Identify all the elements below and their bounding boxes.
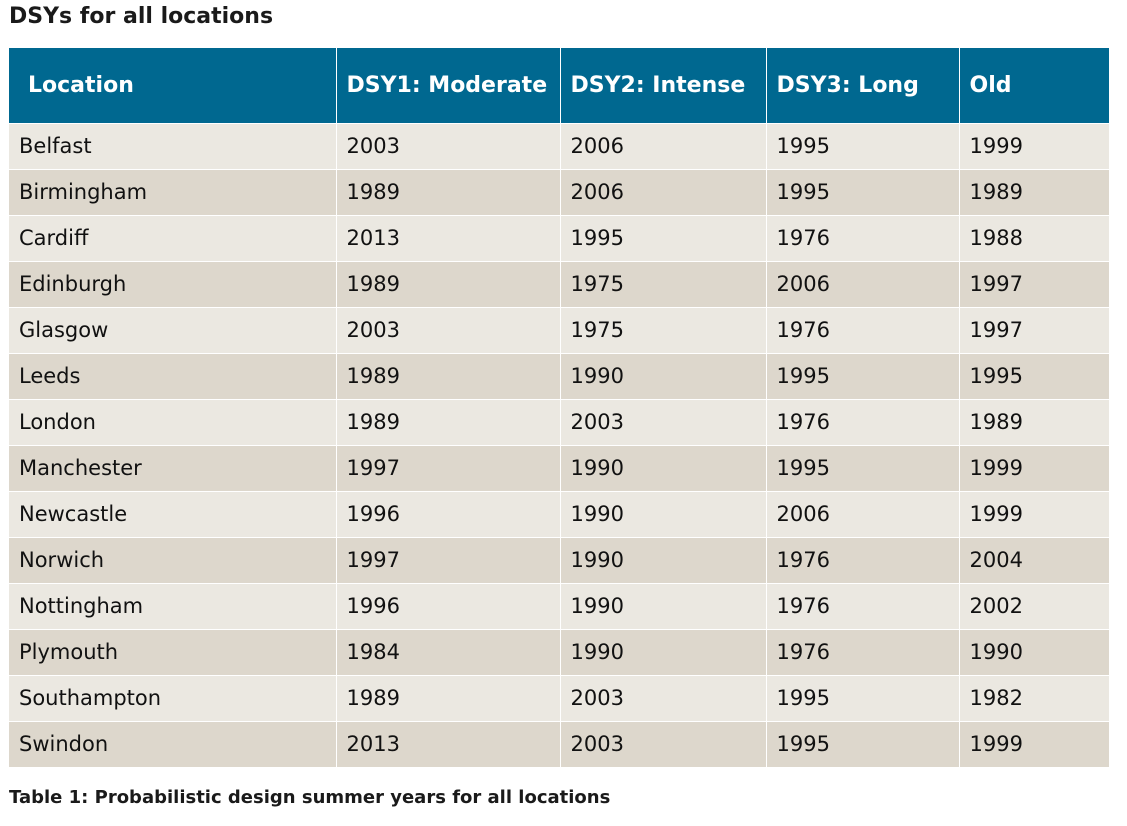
cell-location: Leeds <box>9 352 337 399</box>
table-row: Nottingham 1996 1990 1976 2002 <box>9 582 1109 629</box>
column-header-dsy2: DSY2: Intense <box>560 48 767 123</box>
cell-dsy1: 1997 <box>336 444 561 491</box>
cell-dsy1: 1997 <box>336 536 561 583</box>
table-row: Birmingham 1989 2006 1995 1989 <box>9 168 1109 215</box>
cell-dsy1: 1989 <box>336 674 561 721</box>
cell-location: Belfast <box>9 122 337 169</box>
cell-dsy3: 1976 <box>766 536 960 583</box>
table-row: Southampton 1989 2003 1995 1982 <box>9 674 1109 721</box>
cell-dsy2: 1990 <box>560 628 767 675</box>
table-header: Location DSY1: Moderate DSY2: Intense DS… <box>9 48 1109 123</box>
cell-location: Plymouth <box>9 628 337 675</box>
cell-old: 1999 <box>959 490 1109 537</box>
cell-dsy3: 1995 <box>766 122 960 169</box>
cell-location: Cardiff <box>9 214 337 261</box>
cell-location: Manchester <box>9 444 337 491</box>
cell-dsy1: 1989 <box>336 398 561 445</box>
cell-location: Nottingham <box>9 582 337 629</box>
table-row: Plymouth 1984 1990 1976 1990 <box>9 628 1109 675</box>
cell-old: 2002 <box>959 582 1109 629</box>
cell-dsy2: 1990 <box>560 582 767 629</box>
cell-dsy2: 1990 <box>560 490 767 537</box>
column-header-dsy3: DSY3: Long <box>766 48 960 123</box>
cell-old: 1989 <box>959 398 1109 445</box>
cell-dsy3: 1976 <box>766 306 960 353</box>
table-row: London 1989 2003 1976 1989 <box>9 398 1109 445</box>
dsy-table-container: Location DSY1: Moderate DSY2: Intense DS… <box>9 48 1109 767</box>
cell-dsy3: 1976 <box>766 628 960 675</box>
cell-old: 1990 <box>959 628 1109 675</box>
cell-dsy1: 1989 <box>336 352 561 399</box>
cell-location: Birmingham <box>9 168 337 215</box>
cell-dsy1: 2003 <box>336 306 561 353</box>
cell-old: 1999 <box>959 720 1109 767</box>
cell-location: Newcastle <box>9 490 337 537</box>
cell-location: Southampton <box>9 674 337 721</box>
cell-old: 1982 <box>959 674 1109 721</box>
table-row: Cardiff 2013 1995 1976 1988 <box>9 214 1109 261</box>
cell-dsy3: 1976 <box>766 214 960 261</box>
table-row: Norwich 1997 1990 1976 2004 <box>9 536 1109 583</box>
cell-old: 1995 <box>959 352 1109 399</box>
cell-dsy2: 1990 <box>560 352 767 399</box>
cell-dsy1: 1989 <box>336 260 561 307</box>
cell-dsy1: 2003 <box>336 122 561 169</box>
table-row: Leeds 1989 1990 1995 1995 <box>9 352 1109 399</box>
cell-old: 1989 <box>959 168 1109 215</box>
cell-dsy3: 2006 <box>766 490 960 537</box>
table-row: Belfast 2003 2006 1995 1999 <box>9 122 1109 169</box>
cell-old: 1999 <box>959 444 1109 491</box>
cell-dsy1: 2013 <box>336 214 561 261</box>
cell-location: Edinburgh <box>9 260 337 307</box>
table-row: Edinburgh 1989 1975 2006 1997 <box>9 260 1109 307</box>
cell-dsy3: 1976 <box>766 398 960 445</box>
cell-old: 1999 <box>959 122 1109 169</box>
cell-dsy2: 1995 <box>560 214 767 261</box>
cell-old: 1988 <box>959 214 1109 261</box>
cell-location: Norwich <box>9 536 337 583</box>
cell-dsy2: 2006 <box>560 122 767 169</box>
cell-dsy2: 2003 <box>560 720 767 767</box>
cell-dsy2: 2006 <box>560 168 767 215</box>
cell-dsy2: 1990 <box>560 536 767 583</box>
table-caption: Table 1: Probabilistic design summer yea… <box>9 787 611 808</box>
cell-location: Glasgow <box>9 306 337 353</box>
cell-dsy3: 1995 <box>766 352 960 399</box>
cell-dsy2: 2003 <box>560 674 767 721</box>
cell-dsy1: 1989 <box>336 168 561 215</box>
cell-location: Swindon <box>9 720 337 767</box>
cell-dsy2: 1975 <box>560 260 767 307</box>
cell-dsy1: 2013 <box>336 720 561 767</box>
cell-dsy1: 1996 <box>336 582 561 629</box>
cell-dsy1: 1984 <box>336 628 561 675</box>
cell-dsy2: 2003 <box>560 398 767 445</box>
column-header-dsy1: DSY1: Moderate <box>336 48 561 123</box>
table-body: Belfast 2003 2006 1995 1999 Birmingham 1989 200… <box>9 122 1109 767</box>
cell-old: 1997 <box>959 260 1109 307</box>
cell-dsy3: 1995 <box>766 168 960 215</box>
cell-dsy3: 1995 <box>766 720 960 767</box>
dsy-table: Location DSY1: Moderate DSY2: Intense DS… <box>9 48 1109 767</box>
cell-dsy3: 1995 <box>766 444 960 491</box>
table-row: Swindon 2013 2003 1995 1999 <box>9 720 1109 767</box>
table-header-row: Location DSY1: Moderate DSY2: Intense DS… <box>9 48 1109 123</box>
cell-old: 2004 <box>959 536 1109 583</box>
cell-dsy3: 1995 <box>766 674 960 721</box>
cell-dsy2: 1975 <box>560 306 767 353</box>
cell-dsy3: 2006 <box>766 260 960 307</box>
cell-dsy1: 1996 <box>336 490 561 537</box>
table-row: Newcastle 1996 1990 2006 1999 <box>9 490 1109 537</box>
page-title: DSYs for all locations <box>9 4 274 29</box>
table-row: Manchester 1997 1990 1995 1999 <box>9 444 1109 491</box>
cell-dsy2: 1990 <box>560 444 767 491</box>
cell-dsy3: 1976 <box>766 582 960 629</box>
column-header-old: Old <box>959 48 1109 123</box>
table-row: Glasgow 2003 1975 1976 1997 <box>9 306 1109 353</box>
cell-old: 1997 <box>959 306 1109 353</box>
column-header-location: Location <box>9 48 337 123</box>
cell-location: London <box>9 398 337 445</box>
